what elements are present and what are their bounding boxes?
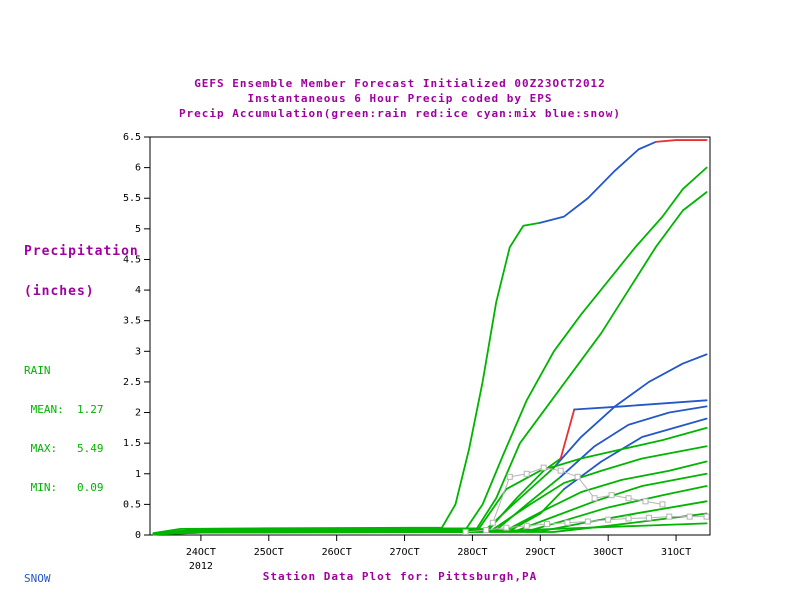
svg-text:3: 3 [135,346,141,357]
svg-text:3.5: 3.5 [123,316,141,327]
svg-text:4.5: 4.5 [123,254,141,265]
svg-text:2012: 2012 [189,561,213,572]
stats-legend: Precipitation (inches) RAIN MEAN: 1.27 M… [24,219,139,600]
svg-text:29OCT: 29OCT [525,547,555,558]
legend-group-rain: RAIN MEAN: 1.27 MAX: 5.49 MIN: 0.09 [24,338,139,520]
svg-text:28OCT: 28OCT [457,547,487,558]
legend-label: SNOW [24,572,51,585]
legend-group-snow: SNOW MEAN: 0.41 MAX: 2.94 MIN: 0.00 [24,546,139,600]
precip-accumulation-chart: 0 0.5 1 1.5 2 2.5 3 3.5 4 4.5 5 5.5 6 6.5 24OCT 25OCT 26… [100,125,770,580]
ylabel-line-1: Precipitation [24,244,139,259]
svg-text:4: 4 [135,285,141,296]
legend-min: MIN: 0.09 [24,481,104,494]
svg-text:0.5: 0.5 [123,499,141,510]
title-line-1: GEFS Ensemble Member Forecast Initialize… [194,77,606,90]
svg-text:1: 1 [135,469,141,480]
legend-label: RAIN [24,364,51,377]
station-caption: Station Data Plot for: Pittsburgh,PA [262,570,538,583]
svg-text:25OCT: 25OCT [254,547,284,558]
svg-text:5.5: 5.5 [123,193,141,204]
svg-text:31OCT: 31OCT [661,547,691,558]
ylabel-line-2: (inches) [24,284,95,299]
chart-title-block: GEFS Ensemble Member Forecast Initialize… [0,76,800,121]
legend-mean: MEAN: 1.27 [24,403,104,416]
title-line-3: Precip Accumulation(green:rain red:ice c… [178,107,622,120]
svg-text:27OCT: 27OCT [389,547,419,558]
svg-text:2.5: 2.5 [123,377,141,388]
svg-text:24OCT: 24OCT [186,547,216,558]
svg-text:5: 5 [135,224,141,235]
svg-text:6: 6 [135,163,141,174]
svg-text:0: 0 [135,530,141,541]
svg-text:6.5: 6.5 [123,132,141,143]
svg-text:30OCT: 30OCT [593,547,623,558]
legend-max: MAX: 5.49 [24,442,104,455]
svg-text:26OCT: 26OCT [322,547,352,558]
svg-text:1.5: 1.5 [123,438,141,449]
chart-canvas: 0 0.5 1 1.5 2 2.5 3 3.5 4 4.5 5 5.5 6 6.5 24OCT 25OCT 26… [123,132,711,572]
svg-text:2: 2 [135,408,141,419]
title-line-2: Instantaneous 6 Hour Precip coded by EPS [247,92,553,105]
